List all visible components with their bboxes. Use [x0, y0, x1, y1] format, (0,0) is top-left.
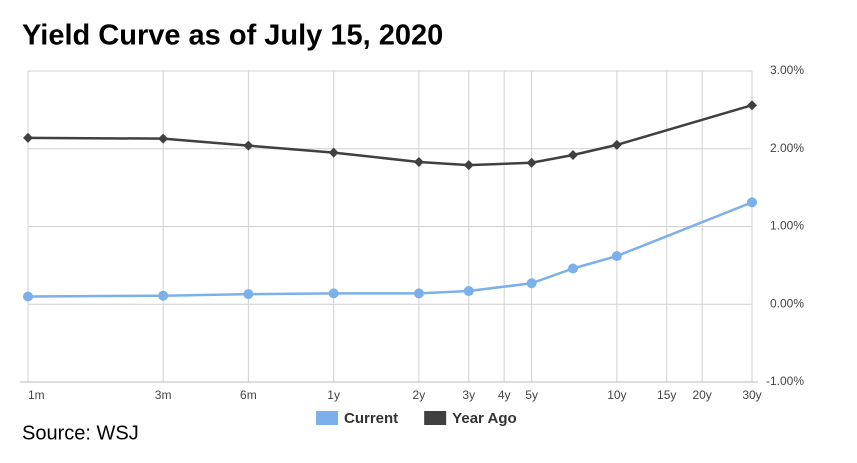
point [747, 100, 757, 111]
point [158, 290, 169, 301]
y-tick-label: 3.00% [770, 63, 804, 77]
point [243, 289, 254, 300]
y-tick-label: 1.00% [770, 219, 804, 233]
point [328, 147, 339, 158]
series-line [27, 201, 753, 298]
point [23, 291, 33, 302]
point [23, 132, 33, 143]
legend-swatch [316, 411, 338, 425]
y-tick-label: 2.00% [770, 141, 804, 155]
x-tick-label: 1m [28, 388, 45, 402]
x-tick-label: 1y [327, 388, 340, 402]
point [158, 133, 169, 144]
x-tick-label: 3m [155, 388, 172, 402]
source: Source: WSJ [22, 422, 139, 444]
x-tick-label: 15y [657, 388, 676, 402]
x-tick-label: 20y [692, 388, 711, 402]
x-tick-label: 3y [462, 388, 475, 402]
point [611, 139, 622, 150]
y-tick-label: -1.00% [766, 374, 804, 388]
point [567, 263, 578, 274]
chart-title: Yield Curve as of July 15, 2020 [22, 20, 443, 52]
point [526, 278, 537, 289]
x-tick-label: 5y [525, 388, 538, 402]
series-line [27, 104, 753, 167]
point [413, 288, 424, 299]
x-tick-label: 6m [240, 388, 257, 402]
x-tick-label: 10y [607, 388, 626, 402]
point [526, 157, 537, 168]
legend-swatch [424, 411, 447, 425]
x-tick-label: 30y [742, 388, 761, 402]
point [243, 140, 254, 151]
point [413, 156, 424, 167]
point [747, 197, 757, 208]
legend-label: Year Ago [452, 410, 516, 427]
legend-label: Current [344, 410, 398, 427]
y-tick-label: 0.00% [770, 296, 804, 310]
point [611, 251, 622, 262]
point [328, 288, 339, 299]
x-tick-label: 4y [498, 388, 511, 402]
point [463, 286, 474, 297]
x-tick-label: 2y [413, 388, 426, 402]
point [567, 149, 578, 160]
point [463, 160, 474, 171]
